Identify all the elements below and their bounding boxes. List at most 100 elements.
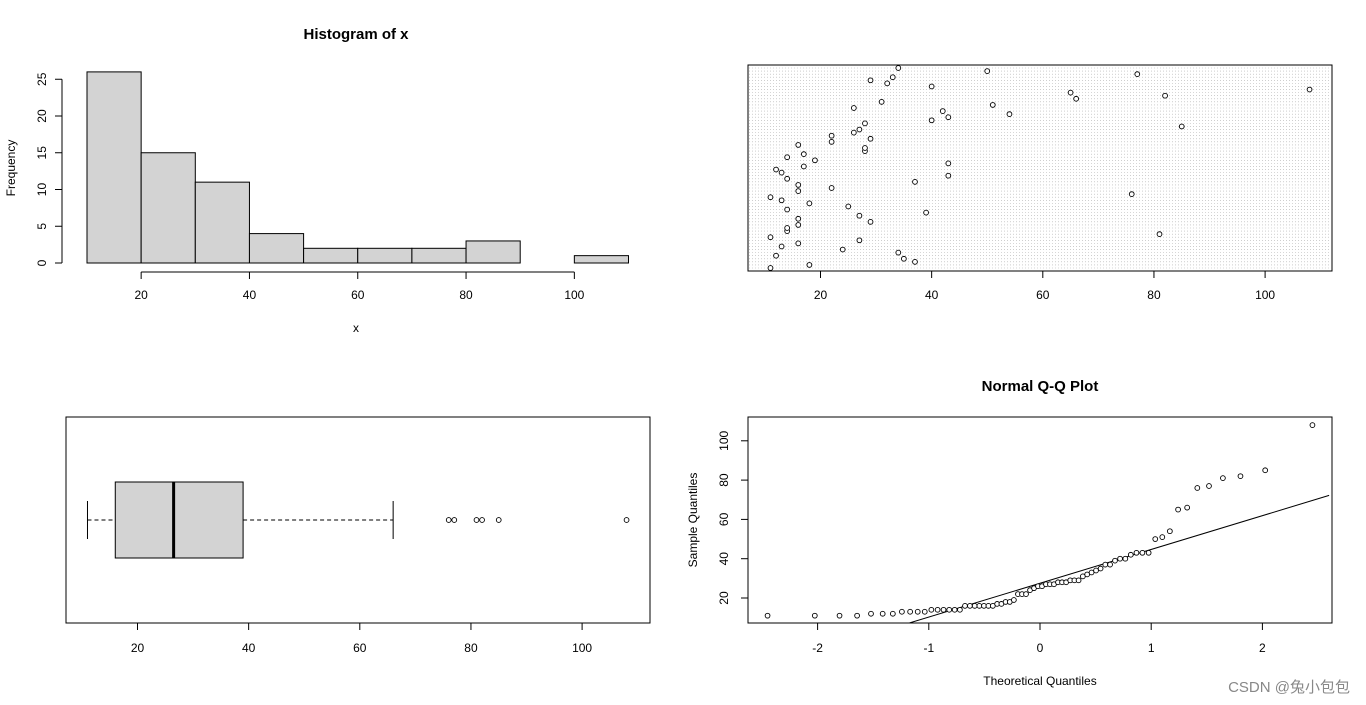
boxplot-x-tick-label: 60 xyxy=(353,641,367,655)
dotplot-panel: 20 40 60 80 100 xyxy=(747,64,1333,302)
dotplot-point xyxy=(1067,89,1074,96)
histogram-bars xyxy=(86,71,629,264)
histogram-bar xyxy=(194,181,250,264)
histogram-bar xyxy=(303,247,359,264)
dotplot-point xyxy=(839,246,846,253)
histogram-bar xyxy=(411,247,467,264)
histogram-title: Histogram of x xyxy=(303,26,409,43)
boxplot-outlier xyxy=(451,517,458,523)
dotplot-point xyxy=(945,114,952,121)
qq-point xyxy=(907,608,913,615)
histogram-x-tick-label: 60 xyxy=(351,288,365,302)
histogram-x-tick-label: 40 xyxy=(243,288,257,302)
dotplot-point xyxy=(895,249,902,256)
qq-x-tick-label: -1 xyxy=(923,641,934,655)
qq-frame xyxy=(747,416,1333,624)
dotplot-point xyxy=(1178,123,1185,130)
qq-point xyxy=(921,608,928,615)
dotplot-point xyxy=(778,243,785,250)
qq-point xyxy=(1088,569,1095,576)
watermark-text: CSDN @兔小包包 xyxy=(1228,679,1350,696)
qq-point xyxy=(836,612,843,619)
dotplot-point xyxy=(784,206,791,213)
qq-point xyxy=(1011,597,1017,603)
qq-point xyxy=(899,608,905,615)
dotplot-point xyxy=(856,126,863,133)
qq-point xyxy=(1152,536,1159,542)
qq-y-label: Sample Quantiles xyxy=(686,473,700,568)
histogram-x-tick-label: 20 xyxy=(134,288,148,302)
qq-line xyxy=(907,494,1330,623)
dotplot-point xyxy=(928,117,935,124)
dotplot-point xyxy=(806,200,813,207)
qq-point xyxy=(764,612,771,619)
qq-plot-panel: Normal Q-Q Plot Theoretical Quantiles Sa… xyxy=(686,378,1333,688)
dotplot-point xyxy=(923,209,929,216)
qq-point xyxy=(1127,551,1134,558)
dotplot-point xyxy=(856,237,863,244)
dotplot-x-tick-label: 60 xyxy=(1036,288,1050,302)
qq-point xyxy=(889,610,896,617)
qq-point xyxy=(1107,561,1113,568)
dotplot-point xyxy=(778,197,785,204)
qq-point xyxy=(946,606,953,613)
dotplot-point xyxy=(845,203,852,210)
histogram-x-label: x xyxy=(353,321,359,335)
qq-point xyxy=(967,603,973,609)
qq-point xyxy=(1075,577,1082,584)
qq-x-tick-label: 0 xyxy=(1037,641,1044,655)
qq-point xyxy=(962,603,968,609)
dotplot-x-tick-label: 80 xyxy=(1147,288,1161,302)
qq-plot-title: Normal Q-Q Plot xyxy=(982,378,1099,395)
histogram-y-tick-label: 15 xyxy=(35,146,49,160)
boxplot-panel: 20 40 60 80 100 xyxy=(65,416,651,655)
qq-x-label: Theoretical Quantiles xyxy=(983,674,1096,688)
dotplot-point xyxy=(795,188,802,194)
histogram-y-tick-label: 10 xyxy=(35,183,49,197)
qq-point xyxy=(934,606,941,613)
boxplot-x-tick-label: 100 xyxy=(572,641,592,655)
boxplot-x-tick-label: 20 xyxy=(131,641,145,655)
boxplot-iqr-box xyxy=(114,481,244,559)
boxplot-box xyxy=(86,481,630,559)
qq-point xyxy=(928,606,935,613)
histogram-bar xyxy=(573,255,629,264)
qq-x-tick-label: 1 xyxy=(1148,641,1155,655)
histogram-bar xyxy=(140,152,196,264)
dotplot-point xyxy=(812,157,818,164)
dotplot-point xyxy=(784,225,791,231)
dotplot-point xyxy=(912,178,918,185)
dotplot-x-tick-label: 100 xyxy=(1255,288,1275,302)
histogram-bar xyxy=(465,240,521,264)
boxplot-x-tick-label: 80 xyxy=(464,641,478,655)
dotplot-point xyxy=(767,234,774,241)
qq-point xyxy=(1093,567,1099,574)
dotplot-point xyxy=(862,120,868,127)
dotplot-point xyxy=(862,145,868,151)
qq-point xyxy=(1262,467,1269,474)
qq-point xyxy=(1184,504,1191,511)
dotplot-point xyxy=(939,108,946,114)
qq-point xyxy=(940,606,947,613)
qq-point xyxy=(868,610,874,617)
dotplot-axes: 20 40 60 80 100 xyxy=(814,271,1275,302)
dotplot-points xyxy=(767,65,1313,271)
dotplot-point xyxy=(795,215,802,222)
qq-point xyxy=(1139,549,1146,556)
qq-point xyxy=(1097,565,1104,572)
dotplot-point xyxy=(767,265,774,271)
qq-y-tick-label: 100 xyxy=(717,430,731,450)
qq-point xyxy=(1122,555,1129,562)
qq-axes: -2 -1 0 1 2 20 40 60 80 100 xyxy=(717,430,1266,655)
dotplot-point xyxy=(795,240,802,247)
dotplot-point xyxy=(889,74,896,81)
qq-point xyxy=(1237,473,1244,480)
boxplot-x-tick-label: 40 xyxy=(242,641,256,655)
qq-point xyxy=(1167,528,1173,535)
dotplot-x-tick-label: 20 xyxy=(814,288,828,302)
dotplot-point xyxy=(1162,92,1168,99)
qq-reference-line xyxy=(907,494,1330,623)
dotplot-point xyxy=(895,65,902,71)
qq-point xyxy=(951,606,958,613)
boxplot-frame xyxy=(65,416,651,624)
